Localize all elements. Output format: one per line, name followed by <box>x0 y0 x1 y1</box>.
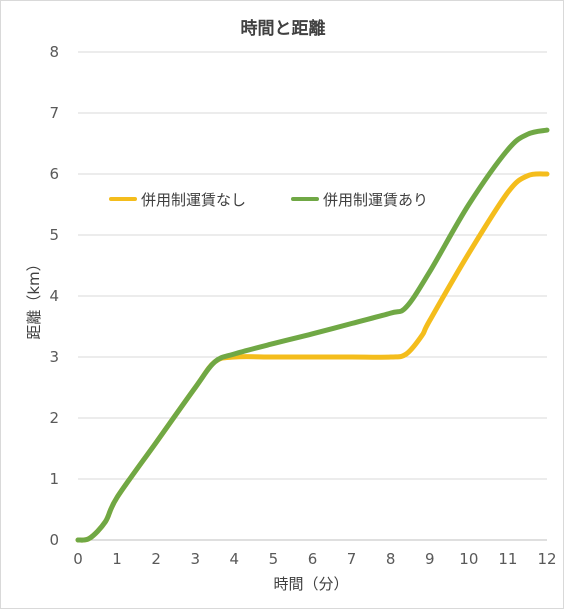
series-line-2 <box>75 127 550 543</box>
y-tick-label: 5 <box>49 226 59 244</box>
legend-label-2: 併用制運賃あり <box>323 191 428 209</box>
x-axis-ticks: 0 1 2 3 4 5 6 7 8 9 10 11 12 <box>73 550 556 568</box>
y-axis-label: 距離（km） <box>25 256 43 339</box>
y-tick-label: 7 <box>49 104 59 122</box>
x-axis-label: 時間（分） <box>273 575 348 593</box>
gridlines <box>78 51 547 541</box>
y-tick-label: 2 <box>49 409 59 427</box>
y-axis-ticks: 0 1 2 3 4 5 6 7 8 <box>49 43 59 549</box>
x-tick-label: 12 <box>537 550 556 568</box>
x-tick-label: 3 <box>190 550 200 568</box>
y-tick-label: 4 <box>49 287 59 305</box>
x-tick-label: 10 <box>459 550 478 568</box>
x-tick-label: 11 <box>498 550 517 568</box>
y-tick-label: 1 <box>49 470 59 488</box>
legend-label-1: 併用制運賃なし <box>141 191 246 209</box>
x-tick-label: 5 <box>269 550 279 568</box>
x-tick-label: 8 <box>386 550 396 568</box>
chart-title: 時間と距離 <box>241 18 326 39</box>
x-tick-label: 1 <box>112 550 122 568</box>
x-tick-label: 2 <box>151 550 161 568</box>
y-tick-label: 3 <box>49 348 59 366</box>
series-lines <box>75 127 550 543</box>
y-tick-label: 8 <box>49 43 59 61</box>
x-tick-label: 0 <box>73 550 83 568</box>
x-tick-label: 7 <box>347 550 357 568</box>
y-tick-label: 6 <box>49 165 59 183</box>
legend: 併用制運賃なし 併用制運賃あり <box>109 191 428 209</box>
x-tick-label: 4 <box>230 550 240 568</box>
x-tick-label: 9 <box>425 550 435 568</box>
y-tick-label: 0 <box>49 531 59 549</box>
x-tick-label: 6 <box>308 550 318 568</box>
